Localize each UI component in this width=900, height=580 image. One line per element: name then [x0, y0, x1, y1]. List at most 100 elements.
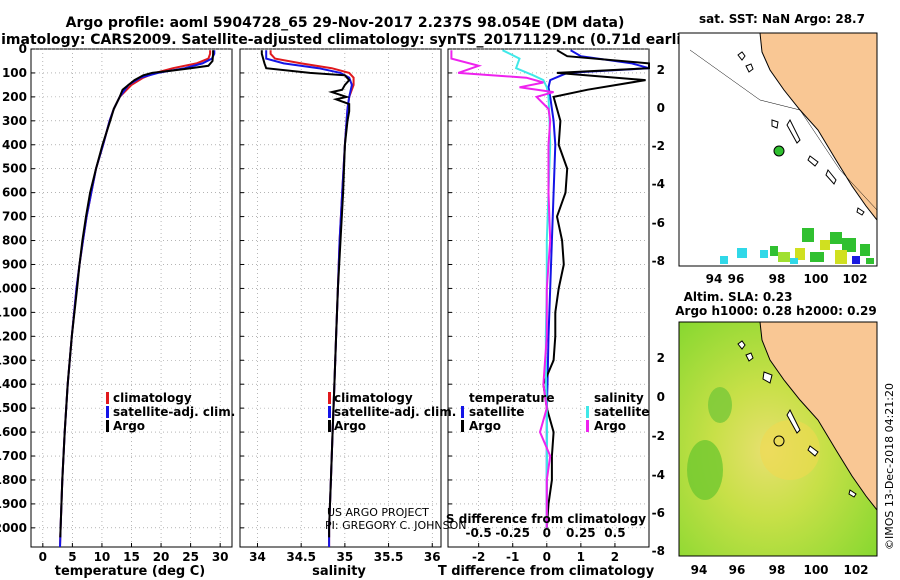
- difference-legend: temperature satellite Argo salinity sate…: [461, 391, 649, 433]
- salinity-grid: [240, 48, 441, 547]
- altim-low-patch: [687, 440, 723, 500]
- x-tick-label: 1: [577, 550, 585, 564]
- depth-tick-label: 1700: [0, 449, 27, 463]
- legend-swatch-temp-argo: [461, 420, 464, 432]
- x-tick-label: 2: [611, 550, 619, 564]
- legend-title-temperature: temperature: [469, 391, 554, 405]
- sumatra-land-shape: [759, 32, 878, 222]
- islands-shape: [737, 340, 857, 498]
- depth-tick-label: 1800: [0, 473, 27, 487]
- depth-tick-labels: 0 100 200 300 400 500 600 700 800 900 1000 1100 1200…: [0, 42, 27, 535]
- sst-lon-tick: 94: [706, 272, 723, 286]
- legend-swatch-satellite: [106, 406, 109, 418]
- depth-tick-label: 1300: [0, 353, 27, 367]
- legend-label-satellite: satellite-adj. clim.: [113, 405, 235, 419]
- altim-lat-tick: -2: [652, 429, 665, 443]
- altim-lon-tick: 102: [843, 563, 868, 577]
- legend-swatch-sal-satellite: [586, 406, 589, 418]
- series-line-satellite-adj-clim-: [59, 50, 216, 548]
- temperature-series: [59, 50, 216, 548]
- sst-lon-tick: 102: [842, 272, 867, 286]
- salinity-diff-tick-label: -0.25: [495, 526, 530, 540]
- legend-label-sal-argo: Argo: [594, 419, 626, 433]
- altim-lat-tick: -4: [652, 468, 665, 482]
- credit-project: US ARGO PROJECT: [327, 506, 429, 519]
- series-line-argo: [260, 50, 351, 538]
- salinity-diff-tick-label: -0.5: [466, 526, 492, 540]
- legend-label-climatology: climatology: [334, 391, 413, 405]
- bathymetry-contour: [689, 49, 878, 211]
- x-tick-label: 30: [212, 550, 229, 564]
- altim-lon-tick: 94: [691, 563, 708, 577]
- depth-tick-label: 1900: [0, 497, 27, 511]
- salinity-panel-frame: [239, 48, 442, 548]
- depth-tick-label: 100: [2, 66, 27, 80]
- x-tick-label: 25: [182, 550, 199, 564]
- depth-tick-label: 400: [2, 138, 27, 152]
- x-tick-label: 35.5: [374, 550, 404, 564]
- legend-label-argo: Argo: [334, 419, 366, 433]
- depth-tick-label: 500: [2, 162, 27, 176]
- altim-lon-tick: 98: [769, 563, 786, 577]
- x-tick-label: 5: [68, 550, 76, 564]
- series-line-temperature-satellite: [545, 49, 650, 528]
- altim-lat-tick: 2: [657, 351, 665, 365]
- sst-lat-tick: -6: [652, 216, 665, 230]
- salinity-diff-tick-label: 0.25: [566, 526, 596, 540]
- salinity-x-label: salinity: [312, 564, 366, 579]
- series-line-satellite-adj-clim-: [265, 50, 353, 547]
- depth-tick-label: 600: [2, 186, 27, 200]
- x-tick-label: 0: [543, 550, 551, 564]
- argo-location-marker: [773, 435, 785, 447]
- altim-map: [678, 321, 878, 557]
- legend-swatch-argo: [328, 420, 331, 432]
- series-line-climatology: [269, 50, 355, 547]
- sumatra-land-shape: [759, 321, 878, 512]
- difference-top-x-label: S difference from climatology: [446, 512, 646, 526]
- legend-swatch-sal-argo: [586, 420, 589, 432]
- x-tick-label: 15: [123, 550, 140, 564]
- x-tick-label: 20: [153, 550, 170, 564]
- depth-tick-label: 1600: [0, 425, 27, 439]
- salinity-legend: climatology satellite-adj. clim. Argo: [328, 391, 456, 433]
- difference-x-label: T difference from climatology: [438, 564, 655, 579]
- sst-map-title: sat. SST: NaN Argo: 28.7: [699, 12, 865, 26]
- legend-swatch-temp-satellite: [461, 406, 464, 418]
- figure-title-line2: Climatology: CARS2009. Satellite-adjuste…: [0, 32, 704, 48]
- altim-map-title1: Altim. SLA: 0.23: [684, 290, 793, 304]
- x-tick-label: 36: [424, 550, 441, 564]
- series-line-salinity-satellite: [502, 49, 552, 528]
- altim-lat-tick: 0: [657, 390, 665, 404]
- sst-lon-tick: 96: [728, 272, 745, 286]
- sst-lat-tick: -8: [652, 254, 665, 268]
- legend-label-climatology: climatology: [113, 391, 192, 405]
- series-line-salinity-argo: [450, 50, 554, 528]
- salinity-diff-tick-label: 0: [543, 526, 551, 540]
- series-line-climatology: [59, 50, 212, 548]
- x-tick-label: -1: [506, 550, 519, 564]
- legend-swatch-argo: [106, 420, 109, 432]
- depth-tick-label: 1400: [0, 377, 27, 391]
- series-line-temperature-argo: [542, 49, 650, 528]
- depth-tick-label: 800: [2, 234, 27, 248]
- x-tick-label: 0: [39, 550, 47, 564]
- difference-x-ticks: -2 -1 0 1 2 -0.5 -0.25 0 0.25 0.5: [466, 526, 626, 564]
- legend-label-sal-satellite: satellite: [594, 405, 649, 419]
- depth-tick-label: 300: [2, 114, 27, 128]
- altim-high-patch: [760, 420, 820, 480]
- difference-series: [450, 49, 650, 528]
- islands-shape: [737, 51, 865, 216]
- credit-pi: PI: GREGORY C. JOHNSON: [325, 519, 466, 532]
- x-tick-label: 10: [94, 550, 111, 564]
- x-tick-label: -2: [472, 550, 485, 564]
- legend-title-salinity: salinity: [594, 391, 644, 405]
- altim-lon-tick: 100: [803, 563, 828, 577]
- temperature-x-ticks: 0 5 10 15 20 25 30: [39, 543, 229, 564]
- depth-tick-label: 1200: [0, 329, 27, 343]
- imos-credit: ©IMOS 13-Dec-2018 04:21:20: [883, 383, 896, 550]
- legend-swatch-climatology: [106, 392, 109, 404]
- sst-lat-tick: 0: [657, 101, 665, 115]
- sst-lat-tick: -2: [652, 139, 665, 153]
- salinity-x-ticks: 34 34.5 35 35.5 36: [249, 543, 441, 564]
